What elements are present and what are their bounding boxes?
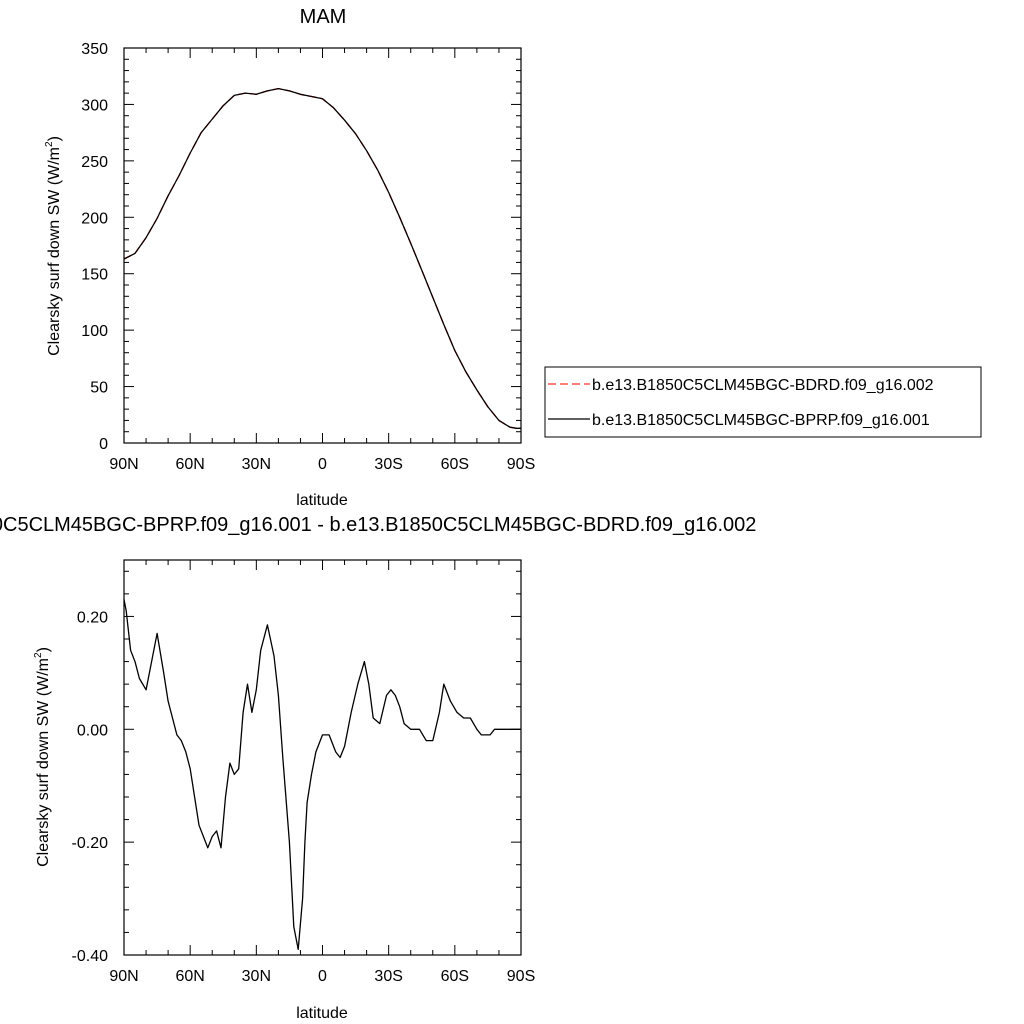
bottom-y-label-main: Clearsky surf down SW (W/m xyxy=(35,658,52,867)
bottom-panel: b.e13.B1850C5CLM45BGC-BPRP.f09_g16.001 -… xyxy=(0,514,756,1022)
top-chart-frame xyxy=(123,47,522,444)
top-x-tick-label: 0 xyxy=(318,456,327,473)
bottom-x-tick-label: 0 xyxy=(318,968,327,985)
bottom-chart-y-axis-label: Clearsky surf down SW (W/m2) xyxy=(33,647,52,867)
top-y-label-main: Clearsky surf down SW (W/m xyxy=(46,147,63,356)
top-chart-ticks xyxy=(123,47,522,444)
bottom-x-tick-label: 60S xyxy=(441,968,469,985)
top-x-tick-label: 90S xyxy=(507,456,535,473)
bottom-x-tick-label: 30S xyxy=(374,968,402,985)
legend-label-series-2: b.e13.B1850C5CLM45BGC-BPRP.f09_g16.001 xyxy=(592,412,930,429)
top-chart-x-axis-label: latitude xyxy=(296,492,348,509)
bottom-y-tick-label: -0.20 xyxy=(72,835,109,852)
top-chart-series xyxy=(123,87,521,429)
top-chart-title: MAM xyxy=(300,6,347,28)
top-y-tick-label: 350 xyxy=(81,41,108,58)
bottom-y-label-close: ) xyxy=(35,647,52,652)
bottom-chart-series xyxy=(123,599,521,951)
legend-label-series-1: b.e13.B1850C5CLM45BGC-BDRD.f09_g16.002 xyxy=(592,377,934,394)
top-chart-y-tick-labels: 0 50 100 150 200 250 300 350 xyxy=(81,41,108,453)
bottom-chart-y-tick-labels: -0.40 -0.20 0.00 0.20 xyxy=(72,609,109,965)
top-y-tick-label: 0 xyxy=(99,436,108,453)
bottom-x-tick-label: 30N xyxy=(242,968,271,985)
bottom-y-tick-label: 0.00 xyxy=(77,722,108,739)
top-y-label-sup: 2 xyxy=(44,141,55,147)
bottom-x-tick-label: 60N xyxy=(175,968,204,985)
bottom-y-tick-label: 0.20 xyxy=(77,609,108,626)
top-chart-x-tick-labels: 90N 60N 30N 0 30S 60S 90S xyxy=(109,456,535,473)
bottom-chart-frame xyxy=(123,559,522,956)
bottom-y-label-sup: 2 xyxy=(33,652,44,658)
bottom-chart-ticks xyxy=(123,560,522,956)
bottom-x-tick-label: 90N xyxy=(109,968,138,985)
top-y-tick-label: 300 xyxy=(81,97,108,114)
top-y-label-close: ) xyxy=(46,136,63,141)
top-chart-y-axis-label: Clearsky surf down SW (W/m2) xyxy=(44,136,63,356)
top-x-tick-label: 30S xyxy=(374,456,402,473)
top-y-tick-label: 50 xyxy=(90,380,108,397)
legend: b.e13.B1850C5CLM45BGC-BDRD.f09_g16.002 b… xyxy=(544,366,982,438)
top-x-tick-label: 90N xyxy=(109,456,138,473)
bottom-chart-title: b.e13.B1850C5CLM45BGC-BPRP.f09_g16.001 -… xyxy=(0,514,756,536)
bottom-chart-x-tick-labels: 90N 60N 30N 0 30S 60S 90S xyxy=(109,968,535,985)
top-y-tick-label: 150 xyxy=(81,267,108,284)
top-y-tick-label: 200 xyxy=(81,210,108,227)
top-x-tick-label: 60N xyxy=(175,456,204,473)
bottom-chart-x-axis-label: latitude xyxy=(296,1005,348,1022)
bottom-series-line-1 xyxy=(123,599,521,951)
top-y-tick-label: 100 xyxy=(81,323,108,340)
top-series-line-1 xyxy=(123,87,521,429)
bottom-y-tick-label: -0.40 xyxy=(72,948,109,965)
top-y-tick-label: 250 xyxy=(81,154,108,171)
legend-box xyxy=(544,366,982,438)
top-x-tick-label: 30N xyxy=(242,456,271,473)
bottom-x-tick-label: 90S xyxy=(507,968,535,985)
top-series-line-2 xyxy=(123,87,521,429)
top-panel: MAM 90N 60N 30N 0 30S 60S 90S 0 50 100 150 200 250 3… xyxy=(44,6,982,509)
top-x-tick-label: 60S xyxy=(441,456,469,473)
